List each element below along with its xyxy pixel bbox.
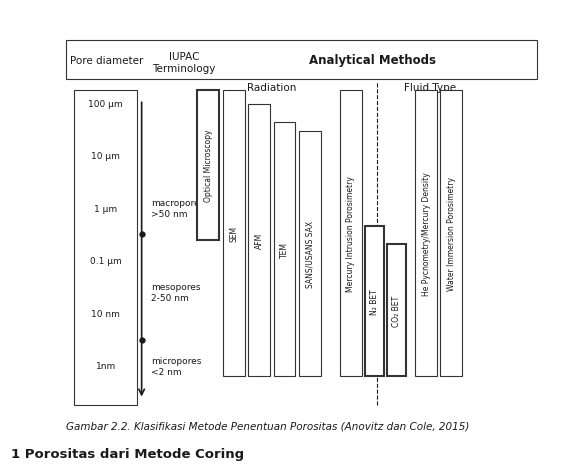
Text: 10 nm: 10 nm: [91, 309, 120, 318]
Text: 1 Porositas dari Metode Coring: 1 Porositas dari Metode Coring: [11, 447, 245, 460]
Text: N₂ BET: N₂ BET: [370, 288, 379, 314]
Text: Water Immersion Porosimetry: Water Immersion Porosimetry: [447, 177, 456, 290]
Text: Radiation: Radiation: [247, 82, 296, 92]
Text: Pore diameter: Pore diameter: [71, 55, 144, 65]
Bar: [340, 91, 361, 376]
Text: 100 μm: 100 μm: [88, 99, 123, 109]
Text: Gambar 2.2. Klasifikasi Metode Penentuan Porositas (Anovitz dan Cole, 2015): Gambar 2.2. Klasifikasi Metode Penentuan…: [66, 421, 470, 431]
Text: Analytical Methods: Analytical Methods: [309, 54, 436, 67]
Text: CO₂ BET: CO₂ BET: [392, 295, 401, 326]
Bar: [66, 41, 537, 80]
Text: He Pycnometry/Mercury Density: He Pycnometry/Mercury Density: [422, 172, 431, 295]
Text: Optical Microscopy: Optical Microscopy: [204, 129, 213, 202]
Bar: [249, 105, 270, 376]
Bar: [441, 91, 462, 376]
Bar: [223, 91, 245, 376]
Text: IUPAC
Terminology: IUPAC Terminology: [152, 52, 215, 74]
Bar: [299, 132, 320, 376]
Bar: [415, 91, 437, 376]
Text: macropores
>50 nm: macropores >50 nm: [152, 199, 205, 218]
Bar: [274, 123, 295, 376]
Text: SANS/USANS SAX: SANS/USANS SAX: [305, 220, 314, 288]
Text: mesopores
2-50 nm: mesopores 2-50 nm: [152, 283, 201, 302]
Text: Fluid Type: Fluid Type: [404, 82, 456, 92]
Text: 1 μm: 1 μm: [94, 204, 117, 213]
Text: SEM: SEM: [230, 226, 239, 242]
Text: 10 μm: 10 μm: [91, 152, 120, 161]
Bar: [365, 227, 384, 376]
Bar: [197, 91, 219, 240]
Bar: [74, 91, 137, 406]
Bar: [386, 245, 406, 376]
Text: Mercury Intrusion Porosimetry: Mercury Intrusion Porosimetry: [346, 176, 355, 291]
Text: AFM: AFM: [255, 232, 264, 248]
Text: micropores
<2 nm: micropores <2 nm: [152, 357, 202, 376]
Text: TEM: TEM: [280, 241, 289, 258]
Text: 0.1 μm: 0.1 μm: [90, 257, 121, 266]
Text: 1nm: 1nm: [96, 362, 116, 371]
